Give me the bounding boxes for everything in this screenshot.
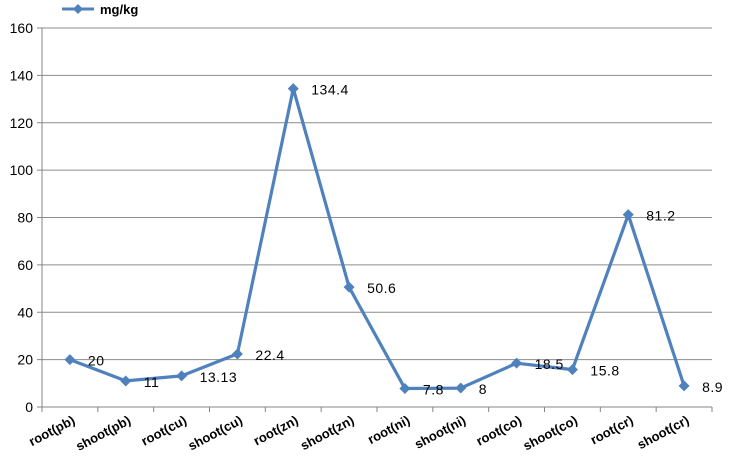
data-label-root-cu: 13.13 [200, 369, 238, 385]
x-tick-labels: root(pb)shoot(pb) root(cu)shoot(cu) root(z… [26, 412, 691, 453]
legend-diamond-marker [73, 4, 83, 14]
data-point-root-ni [399, 383, 411, 395]
x-tick-label-root-pb: root(pb) [26, 412, 77, 449]
x-tick-label-shoot-co: shoot(co) [520, 412, 579, 453]
x-tick-label-shoot-ni: shoot(ni) [412, 412, 468, 451]
legend: mg/kg [62, 2, 138, 17]
y-tick-label-100: 100 [10, 162, 34, 178]
data-point-shoot-cr [678, 380, 690, 392]
y-tick-label-80: 80 [17, 210, 33, 226]
data-label-root-cr: 81.2 [646, 208, 675, 224]
data-point-root-pb [64, 354, 76, 366]
x-tick-label-shoot-cu: shoot(cu) [185, 412, 244, 453]
x-tick-label-root-cr: root(cr) [588, 412, 636, 447]
y-tick-labels: 0 20 40 60 80 100 120 140 160 [10, 20, 34, 415]
axes [37, 27, 713, 412]
y-tick-label-160: 160 [10, 20, 34, 36]
data-label-shoot-pb: 11 [144, 374, 160, 390]
data-point-shoot-cu [231, 348, 243, 360]
data-label-shoot-co: 15.8 [590, 363, 619, 379]
x-tick-label-root-cu: root(cu) [139, 412, 189, 448]
series-line-0 [69, 86, 686, 391]
gridlines [42, 27, 712, 361]
data-point-root-co [511, 357, 523, 369]
data-point-shoot-ni [455, 382, 467, 394]
data-point-root-zn [287, 83, 299, 95]
x-tick-label-root-co: root(co) [474, 412, 524, 448]
y-tick-label-20: 20 [17, 352, 33, 368]
data-label-shoot-cr: 8.9 [702, 379, 723, 395]
data-labels: 20 11 13.13 22.4 134.4 50.6 7.8 8 18.5 15.8 81.2 8.… [88, 82, 723, 398]
data-point-root-cu [176, 370, 188, 382]
data-point-shoot-co [566, 364, 578, 376]
legend-entry-mg-kg: mg/kg [100, 2, 138, 17]
data-label-root-co: 18.5 [535, 356, 564, 372]
series-mg-kg [64, 83, 690, 395]
x-tick-label-root-zn: root(zn) [251, 412, 301, 448]
data-label-root-ni: 7.8 [423, 382, 444, 398]
x-tick-label-shoot-pb: shoot(pb) [73, 412, 133, 453]
y-tick-label-120: 120 [10, 115, 34, 131]
x-tick-label-shoot-zn: shoot(zn) [298, 412, 357, 453]
data-point-root-cr [622, 209, 634, 221]
y-tick-label-140: 140 [10, 67, 34, 83]
data-label-root-zn: 134.4 [311, 82, 349, 98]
data-point-shoot-pb [120, 375, 132, 387]
data-label-shoot-ni: 8 [479, 381, 487, 397]
x-tick-label-root-ni: root(ni) [365, 412, 412, 447]
x-tick-label-shoot-cr: shoot(cr) [635, 412, 692, 452]
y-tick-label-0: 0 [25, 399, 33, 415]
data-point-shoot-zn [343, 281, 355, 293]
data-label-shoot-cu: 22.4 [255, 347, 284, 363]
y-tick-label-40: 40 [17, 304, 33, 320]
y-tick-label-60: 60 [17, 257, 33, 273]
data-label-root-pb: 20 [88, 353, 105, 369]
data-label-shoot-zn: 50.6 [367, 280, 396, 296]
